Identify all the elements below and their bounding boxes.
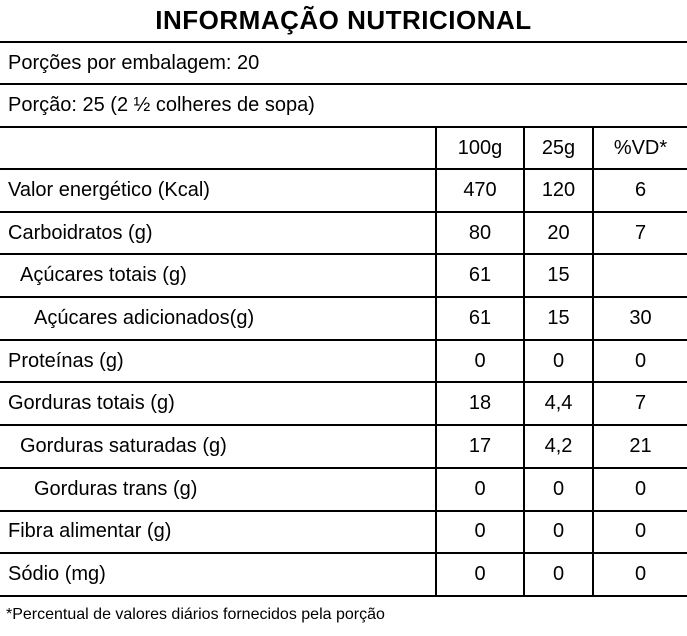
value-vd: 0 (592, 468, 687, 510)
column-header-vd: %VD* (592, 128, 687, 168)
table-row-acucares-totais: Açúcares totais (g) 61 15 (0, 255, 687, 299)
value-100g: 0 (435, 468, 523, 510)
value-100g: 0 (435, 511, 523, 553)
value-100g: 61 (435, 255, 523, 297)
table-row-fibra-alimentar: Fibra alimentar (g) 0 0 0 (0, 511, 687, 555)
table-row-acucares-adicionados: Açúcares adicionados(g) 61 15 30 (0, 298, 687, 341)
value-25g: 0 (523, 554, 592, 595)
value-vd: 0 (592, 511, 687, 553)
nutrient-label: Açúcares totais (g) (20, 264, 187, 287)
serving-size-text: Porção: 25 (2 ½ colheres de sopa) (0, 85, 687, 128)
servings-per-package-text: Porções por embalagem: 20 (0, 43, 687, 85)
nutrient-label: Fibra alimentar (g) (8, 520, 172, 543)
value-vd (592, 255, 687, 297)
daily-value-footnote: *Percentual de valores diários fornecido… (6, 605, 385, 623)
value-vd: 0 (592, 554, 687, 595)
value-25g: 20 (523, 212, 592, 254)
nutrient-label: Gorduras totais (g) (8, 392, 175, 415)
nutrient-label: Sódio (mg) (8, 563, 106, 586)
value-100g: 80 (435, 212, 523, 254)
nutrient-label: Gorduras trans (g) (34, 477, 198, 500)
table-row-proteinas: Proteínas (g) 0 0 0 (0, 340, 687, 384)
value-100g: 17 (435, 426, 523, 467)
value-100g: 470 (435, 170, 523, 211)
table-row-valor-energetico: Valor energético (Kcal) 470 120 6 (0, 170, 687, 213)
value-25g: 15 (523, 255, 592, 297)
column-header-100g: 100g (435, 128, 523, 168)
table-row-carboidratos: Carboidratos (g) 80 20 7 (0, 212, 687, 256)
value-vd: 7 (592, 212, 687, 254)
value-100g: 61 (435, 298, 523, 339)
value-25g: 0 (523, 468, 592, 510)
value-100g: 18 (435, 383, 523, 425)
value-100g: 0 (435, 340, 523, 382)
label-title: INFORMAÇÃO NUTRICIONAL (0, 0, 687, 43)
table-row-gorduras-trans: Gorduras trans (g) 0 0 0 (0, 468, 687, 512)
value-vd: 0 (592, 340, 687, 382)
table-header-row: 100g 25g %VD* (0, 128, 687, 170)
value-vd: 6 (592, 170, 687, 211)
nutrient-label: Açúcares adicionados(g) (34, 306, 255, 329)
value-25g: 4,2 (523, 426, 592, 467)
header-blank-cell (0, 128, 435, 168)
table-row-sodio: Sódio (mg) 0 0 0 (0, 554, 687, 597)
table-row-gorduras-saturadas: Gorduras saturadas (g) 17 4,2 21 (0, 426, 687, 469)
column-header-25g: 25g (523, 128, 592, 168)
value-25g: 0 (523, 340, 592, 382)
value-25g: 4,4 (523, 383, 592, 425)
value-100g: 0 (435, 554, 523, 595)
nutrient-label: Gorduras saturadas (g) (20, 434, 227, 457)
value-vd: 21 (592, 426, 687, 467)
value-25g: 0 (523, 511, 592, 553)
value-25g: 15 (523, 298, 592, 339)
table-row-gorduras-totais: Gorduras totais (g) 18 4,4 7 (0, 383, 687, 427)
nutrient-label: Proteínas (g) (8, 349, 124, 372)
nutrient-label: Valor energético (Kcal) (8, 178, 210, 201)
value-vd: 7 (592, 383, 687, 425)
value-25g: 120 (523, 170, 592, 211)
value-vd: 30 (592, 298, 687, 339)
nutrient-label: Carboidratos (g) (8, 221, 153, 244)
